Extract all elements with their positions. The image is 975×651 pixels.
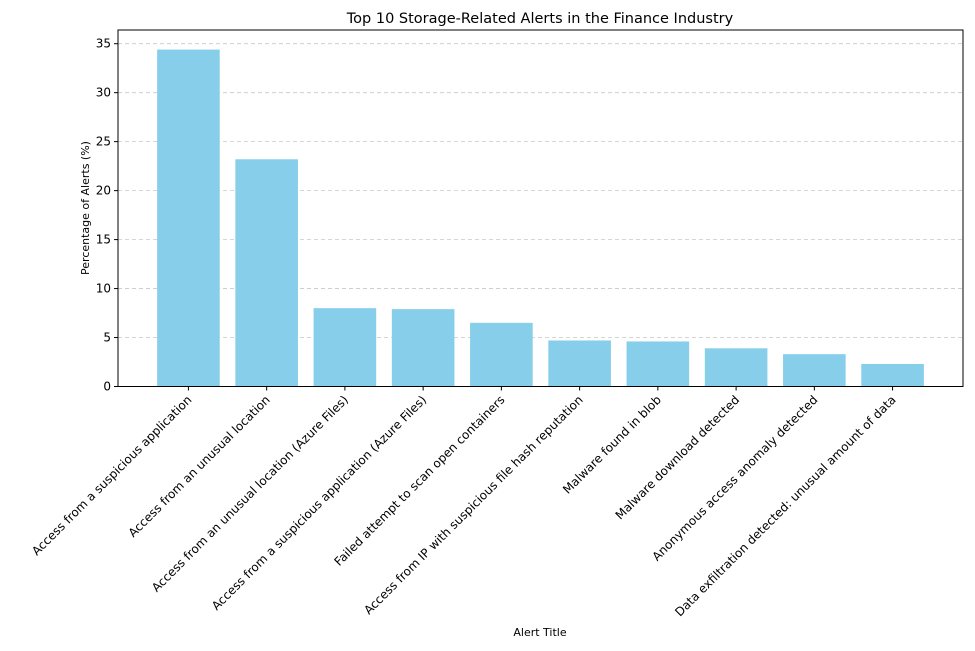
bar <box>470 322 533 387</box>
bar <box>391 309 455 387</box>
bar <box>783 354 846 387</box>
y-tick-label: 5 <box>103 331 111 345</box>
x-tick-label: Anonymous access anomaly detected <box>649 393 820 564</box>
x-tick-label: Malware download detected <box>613 393 743 523</box>
y-tick-label: 35 <box>96 37 111 51</box>
bar <box>704 348 768 387</box>
y-tick-label: 25 <box>96 135 111 149</box>
y-axis-label: Percentage of Alerts (%) <box>79 141 92 275</box>
bar <box>548 340 611 387</box>
bar <box>626 341 690 387</box>
bar <box>861 363 924 387</box>
bar <box>313 308 377 387</box>
y-tick-label: 20 <box>96 184 111 198</box>
bar <box>235 159 298 387</box>
bar <box>157 49 220 387</box>
y-tick-label: 30 <box>96 86 111 100</box>
plot-frame <box>117 29 964 387</box>
x-tick-label: Access from an unusual location <box>126 393 273 540</box>
y-tick-label: 10 <box>96 282 111 296</box>
x-tick-label: Access from a suspicious application <box>29 393 194 558</box>
y-tick-label: 0 <box>103 380 111 394</box>
x-tick-label: Failed attempt to scan open containers <box>331 393 507 569</box>
chart-title: Top 10 Storage-Related Alerts in the Fin… <box>346 11 734 27</box>
x-axis-label: Alert Title <box>513 626 566 639</box>
y-tick-label: 15 <box>96 233 111 247</box>
